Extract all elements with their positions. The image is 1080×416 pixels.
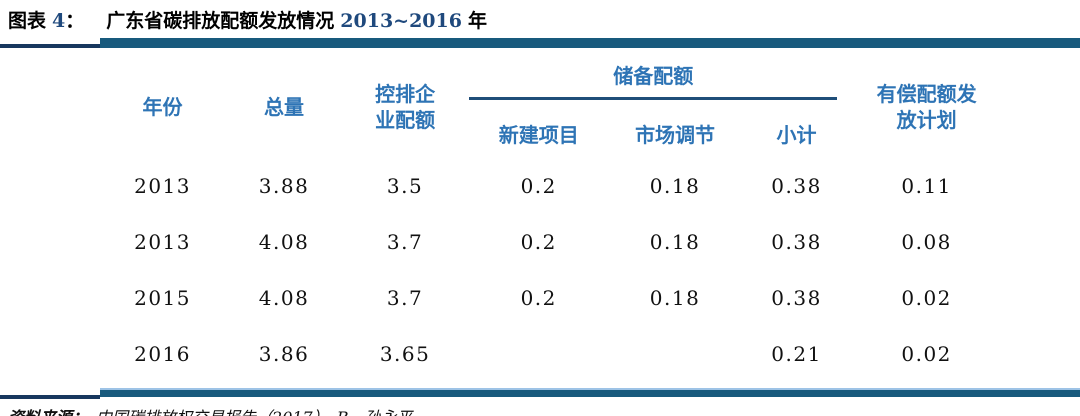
cell-paid: 0.02 (901, 342, 952, 366)
column-header-enterprise-quota: 控排企 业配额 (343, 48, 467, 158)
cell-total: 3.86 (258, 342, 310, 366)
figure-label: 图表 (8, 11, 47, 32)
column-header-paid-quota-plan: 有偿配额发 放计划 (853, 48, 1000, 158)
column-group-reserve-label: 储备配额 (469, 64, 838, 100)
cell-market: 0.18 (649, 286, 701, 310)
cell-subtotal: 0.21 (771, 342, 822, 366)
figure-title: 图表 4： 广东省碳排放配额发放情况 2013~2016 年 (0, 0, 1080, 33)
cell-new-project: 0.2 (520, 286, 557, 310)
table-row: 2015 4.08 3.7 0.2 0.18 0.38 0.02 (100, 270, 1000, 326)
cell-enterprise: 3.7 (386, 286, 424, 310)
top-divider-left-segment (0, 44, 100, 48)
figure-title-text: 广东省碳排放配额发放情况 (106, 11, 335, 32)
bottom-divider (0, 388, 1080, 399)
source-note: 资料来源： 中国碳排放权交易报告（2017），B，孙永平 (0, 399, 1080, 416)
cell-new-project: 0.2 (520, 174, 557, 198)
cell-year: 2013 (134, 174, 191, 198)
column-header-year: 年份 (142, 97, 183, 119)
table-row: 2016 3.86 3.65 0.21 0.02 (100, 326, 1000, 382)
source-label: 资料来源： (8, 408, 88, 416)
figure-title-years: 2013~2016 (340, 10, 462, 32)
top-divider-right-segment (100, 38, 1080, 48)
column-group-reserve-quota: 储备配额 (467, 48, 853, 112)
table-row: 2013 4.08 3.7 0.2 0.18 0.38 0.08 (100, 214, 1000, 270)
top-divider (0, 38, 1080, 48)
cell-subtotal: 0.38 (771, 286, 822, 310)
cell-enterprise: 3.5 (386, 174, 424, 198)
cell-paid: 0.08 (901, 230, 952, 254)
column-header-enterprise-line1: 控排企 (375, 84, 436, 106)
column-header-market-adjust: 市场调节 (635, 125, 716, 147)
column-header-paid-line2: 放计划 (896, 110, 957, 132)
bottom-divider-right-segment (100, 388, 1080, 397)
cell-market: 0.18 (649, 230, 701, 254)
cell-new-project (467, 326, 610, 382)
cell-year: 2015 (134, 286, 191, 310)
table-row: 2013 3.88 3.5 0.2 0.18 0.38 0.11 (100, 158, 1000, 214)
cell-enterprise: 3.7 (386, 230, 424, 254)
cell-paid: 0.11 (901, 174, 952, 198)
cell-market: 0.18 (649, 174, 701, 198)
column-header-new-project: 新建项目 (498, 125, 579, 147)
figure-title-suffix: 年 (467, 11, 487, 32)
quota-table: 年份 总量 控排企 业配额 储备配额 有偿配额发 放计划 新建项目 市场调节 小… (100, 48, 1000, 382)
cell-total: 4.08 (258, 230, 310, 254)
cell-total: 3.88 (258, 174, 310, 198)
column-header-enterprise-line2: 业配额 (375, 110, 436, 132)
bottom-divider-left-segment (0, 395, 100, 399)
cell-paid: 0.02 (901, 286, 952, 310)
column-header-total: 总量 (264, 97, 305, 119)
cell-year: 2016 (134, 342, 191, 366)
cell-new-project: 0.2 (520, 230, 557, 254)
column-header-subtotal: 小计 (776, 125, 817, 147)
figure-number: 4 (52, 10, 66, 32)
cell-total: 4.08 (258, 286, 310, 310)
cell-market (610, 326, 740, 382)
cell-enterprise: 3.65 (379, 342, 431, 366)
cell-subtotal: 0.38 (771, 230, 822, 254)
figure-colon: ： (65, 11, 85, 32)
column-header-paid-line1: 有偿配额发 (876, 84, 977, 106)
cell-subtotal: 0.38 (771, 174, 822, 198)
cell-year: 2013 (134, 230, 191, 254)
source-text: 中国碳排放权交易报告（2017），B，孙永平 (96, 408, 412, 416)
